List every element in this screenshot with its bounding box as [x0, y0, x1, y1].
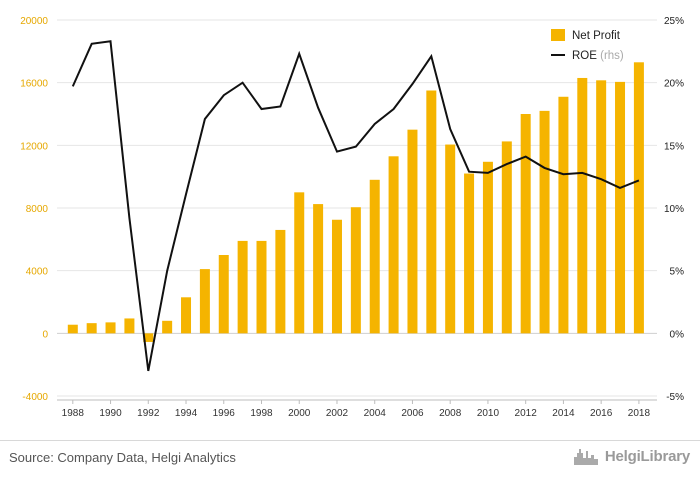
net-profit-bar-2007	[426, 90, 437, 334]
roe-line	[71, 40, 640, 372]
net-profit-bar-2015	[577, 77, 588, 334]
legend-roe-name: ROE	[572, 50, 597, 62]
net-profit-bar-1993	[162, 320, 173, 334]
x-tick-label: 1998	[250, 408, 273, 419]
x-tick-label: 2008	[439, 408, 462, 419]
x-tick-label: 1990	[99, 408, 122, 419]
x-tick-label: 2004	[364, 408, 387, 419]
net-profit-bar-1991	[124, 318, 135, 334]
right-tick-label: 0%	[670, 329, 685, 340]
net-profit-bar-1988	[67, 324, 78, 334]
net-profit-bar-2003	[350, 207, 361, 334]
right-tick-label: 15%	[664, 141, 684, 152]
left-tick-label: -4000	[22, 392, 48, 403]
left-tick-label: 16000	[20, 79, 48, 90]
net-profit-bar-2017	[615, 81, 626, 334]
net-profit-bar-2008	[445, 144, 456, 334]
skyline-icon	[573, 449, 598, 465]
x-tick-label: 2010	[477, 408, 500, 419]
right-tick-label: 10%	[664, 204, 684, 215]
net-profit-bar-2001	[313, 204, 324, 334]
net-profit-bar-2018	[633, 62, 644, 334]
helgi-library-logo: HelgiLibrary	[573, 446, 690, 466]
right-tick-label: 25%	[664, 16, 684, 27]
net-profit-bar-2016	[596, 80, 607, 334]
x-tick-label: 1996	[213, 408, 236, 419]
net-profit-bar-2006	[407, 129, 418, 334]
net-profit-bars	[67, 62, 644, 342]
net-profit-bar-2011	[501, 141, 512, 334]
x-tick-label: 2002	[326, 408, 349, 419]
chart: -4000 0 4000 8000 12000 16000 20000 -5% 0% 5% 10%…	[20, 16, 684, 419]
net-profit-bar-2002	[331, 219, 342, 334]
legend: Net Profit ROE (rhs)	[551, 29, 624, 62]
x-tick-label: 1988	[62, 408, 85, 419]
right-tick-label: 5%	[670, 267, 685, 278]
x-tick-label: 2016	[590, 408, 613, 419]
net-profit-bar-2010	[482, 161, 493, 334]
x-tick-label: 2006	[401, 408, 424, 419]
net-profit-bar-1996	[218, 255, 229, 334]
net-profit-bar-2005	[388, 156, 399, 334]
net-profit-bar-1995	[199, 269, 210, 334]
x-tick-label: 2012	[515, 408, 538, 419]
net-profit-bar-2014	[558, 96, 569, 334]
footer-divider	[0, 440, 700, 441]
net-profit-bar-1999	[275, 229, 286, 334]
x-tick-label: 2000	[288, 408, 311, 419]
x-axis: 1988 1990 1992 1994 1996 1998 2000 2002 2004 2006…	[57, 399, 657, 419]
net-profit-bar-2012	[520, 114, 531, 334]
right-tick-label: 20%	[664, 79, 684, 90]
right-axis: -5% 0% 5% 10% 15% 20% 25%	[664, 16, 684, 403]
x-tick-label: 2014	[552, 408, 575, 419]
left-tick-label: 0	[42, 329, 48, 340]
net-profit-bar-2009	[464, 173, 475, 334]
x-tick-label: 1992	[137, 408, 160, 419]
net-profit-bar-1992	[143, 333, 154, 342]
x-tick-label: 2018	[628, 408, 651, 419]
net-profit-bar-1998	[256, 240, 267, 334]
net-profit-bar-2004	[369, 179, 380, 334]
left-axis: -4000 0 4000 8000 12000 16000 20000	[20, 16, 48, 403]
net-profit-bar-1994	[181, 297, 192, 334]
x-tick-label: 1994	[175, 408, 198, 419]
left-tick-label: 12000	[20, 141, 48, 152]
net-profit-bar-1989	[86, 323, 97, 334]
net-profit-bar-2013	[539, 110, 550, 334]
legend-net-profit-swatch	[551, 29, 565, 41]
logo-text: HelgiLibrary	[604, 447, 690, 465]
source-note: Source: Company Data, Helgi Analytics	[9, 450, 236, 465]
net-profit-bar-2000	[294, 192, 305, 334]
right-tick-label: -5%	[666, 392, 684, 403]
net-profit-bar-1990	[105, 322, 116, 334]
net-profit-bar-1997	[237, 240, 248, 334]
roe-series-line	[71, 40, 640, 372]
legend-roe-label: ROE (rhs)	[572, 50, 624, 62]
left-tick-label: 20000	[20, 16, 48, 27]
left-tick-label: 8000	[26, 204, 49, 215]
legend-roe-suffix: (rhs)	[600, 50, 624, 62]
left-tick-label: 4000	[26, 267, 49, 278]
legend-net-profit-label: Net Profit	[572, 30, 621, 42]
